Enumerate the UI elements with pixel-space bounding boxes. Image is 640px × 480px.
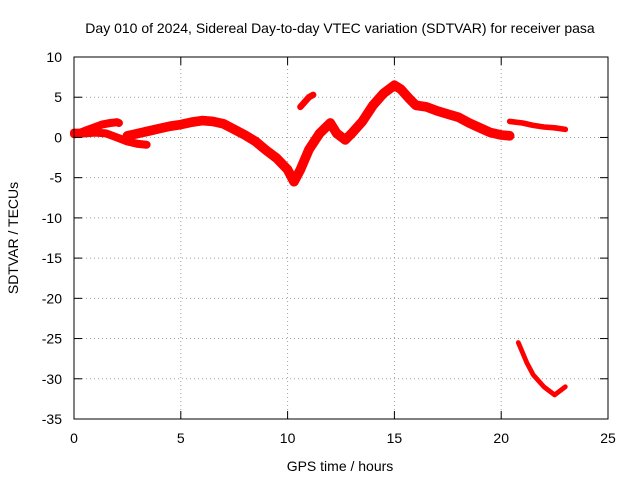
y-tick-label: -20 bbox=[42, 290, 62, 306]
y-tick-label: 10 bbox=[46, 49, 62, 65]
x-axis-label: GPS time / hours bbox=[287, 458, 394, 474]
x-tick-label: 0 bbox=[70, 430, 78, 446]
chart-title: Day 010 of 2024, Sidereal Day-to-day VTE… bbox=[85, 20, 595, 36]
series-arc-2 bbox=[69, 128, 151, 149]
axis-ticks: 0 5 10 15 20 25 10 5 0 -5 -10 -15 -20 -25 -30 -35 bbox=[42, 49, 616, 446]
series-arc-4 bbox=[506, 118, 569, 133]
x-tick-label: 10 bbox=[280, 430, 296, 446]
y-tick-label: 5 bbox=[54, 89, 62, 105]
y-tick-label: -25 bbox=[42, 331, 62, 347]
y-tick-label: -10 bbox=[42, 210, 62, 226]
series-arc-3 bbox=[122, 80, 515, 187]
series-arc-5 bbox=[297, 91, 317, 111]
x-tick-label: 20 bbox=[493, 430, 509, 446]
y-tick-label: -30 bbox=[42, 371, 62, 387]
plot-frame bbox=[73, 56, 609, 420]
y-tick-label: -5 bbox=[50, 170, 63, 186]
y-tick-label: -35 bbox=[42, 411, 62, 427]
series-arc-6 bbox=[515, 340, 568, 398]
x-tick-label: 5 bbox=[177, 430, 185, 446]
y-axis-label: SDTVAR / TECUs bbox=[5, 182, 21, 294]
data-series bbox=[69, 80, 569, 398]
y-tick-label: -15 bbox=[42, 250, 62, 266]
x-tick-label: 25 bbox=[600, 430, 616, 446]
grid bbox=[74, 57, 608, 419]
y-tick-label: 0 bbox=[54, 129, 62, 145]
x-tick-label: 15 bbox=[387, 430, 403, 446]
